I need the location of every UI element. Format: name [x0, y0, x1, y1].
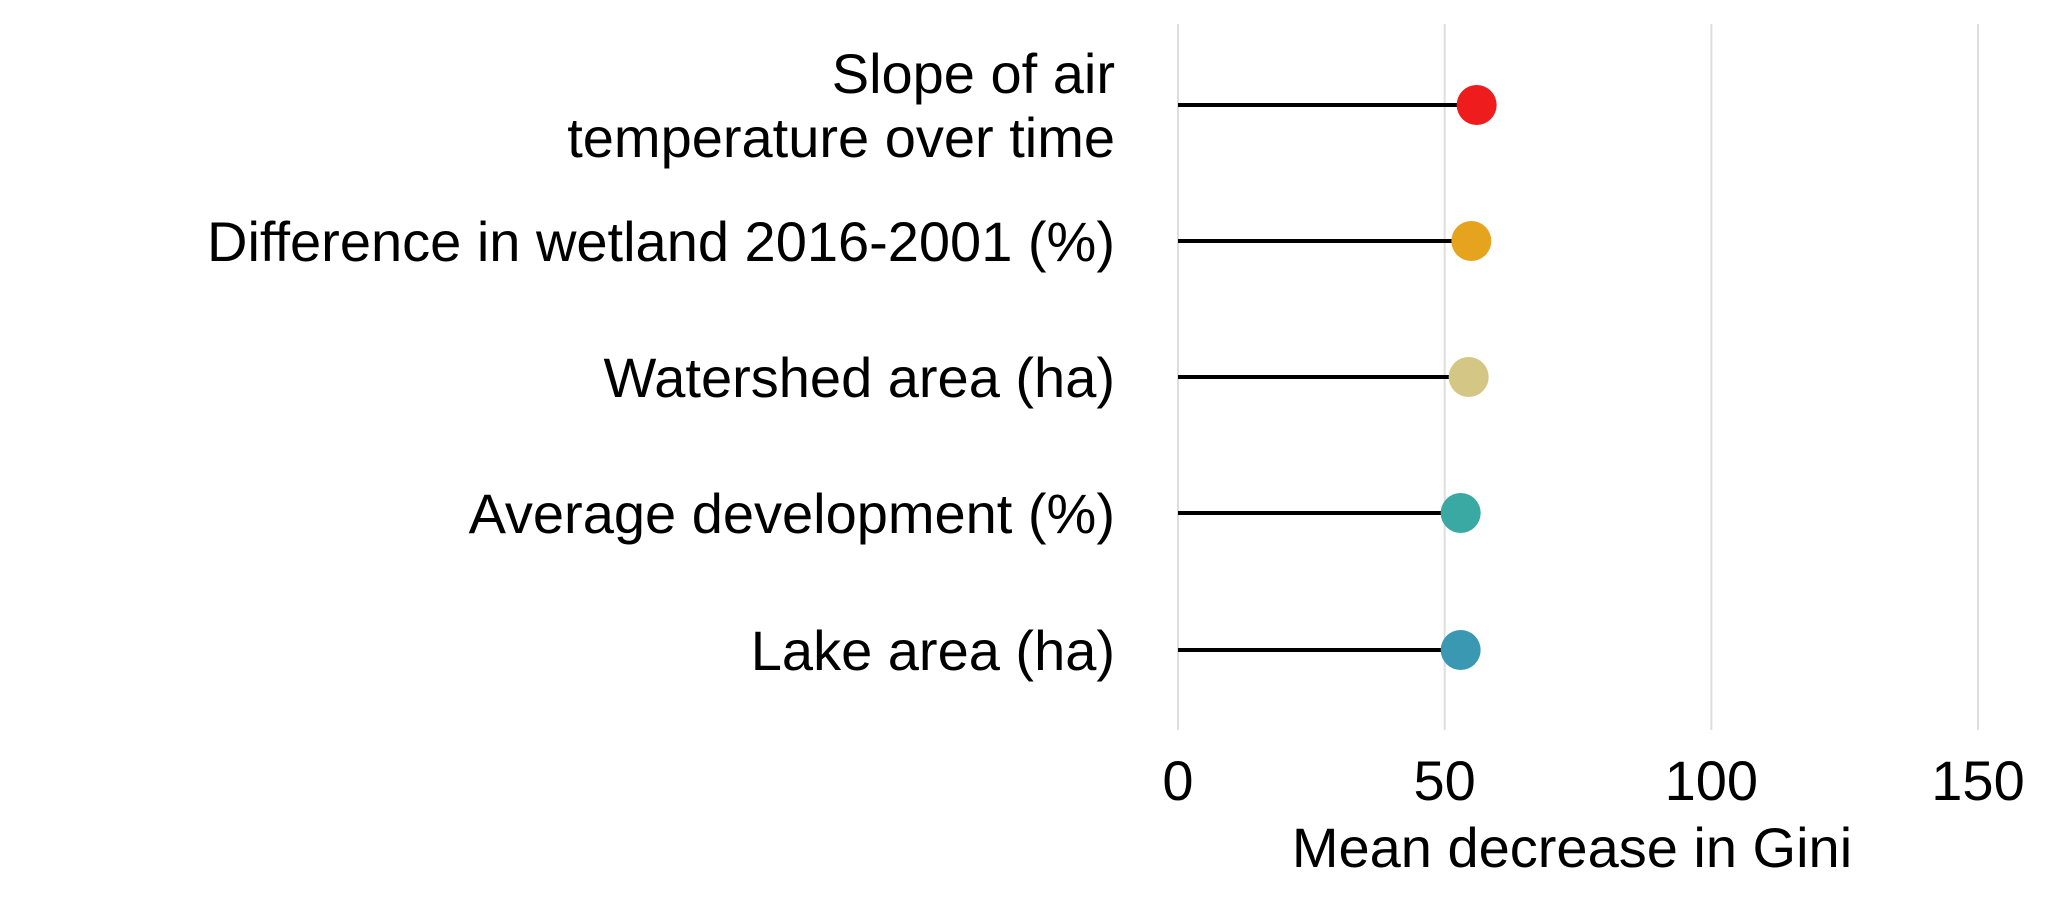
stems [1178, 103, 1477, 652]
category-label: Average development (%) [469, 482, 1115, 545]
x-tick-label: 150 [1931, 749, 2024, 812]
dots [1440, 85, 1497, 670]
category-label: Difference in wetland 2016-2001 (%) [207, 210, 1115, 273]
x-tick-labels: 0 50 100 150 [1162, 749, 2024, 812]
x-tick-label: 0 [1162, 749, 1193, 812]
category-label: Watershed area (ha) [604, 346, 1116, 409]
data-point [1440, 630, 1481, 670]
data-point [1456, 85, 1497, 125]
x-tick-label: 100 [1665, 749, 1758, 812]
data-point [1451, 221, 1492, 261]
category-label: Slope of air [832, 42, 1115, 105]
category-label: temperature over time [567, 106, 1115, 169]
x-axis-title: Mean decrease in Gini [1292, 816, 1852, 879]
data-point [1440, 493, 1481, 533]
data-point [1448, 357, 1489, 397]
category-label: Lake area (ha) [751, 619, 1115, 682]
x-tick-label: 50 [1414, 749, 1476, 812]
